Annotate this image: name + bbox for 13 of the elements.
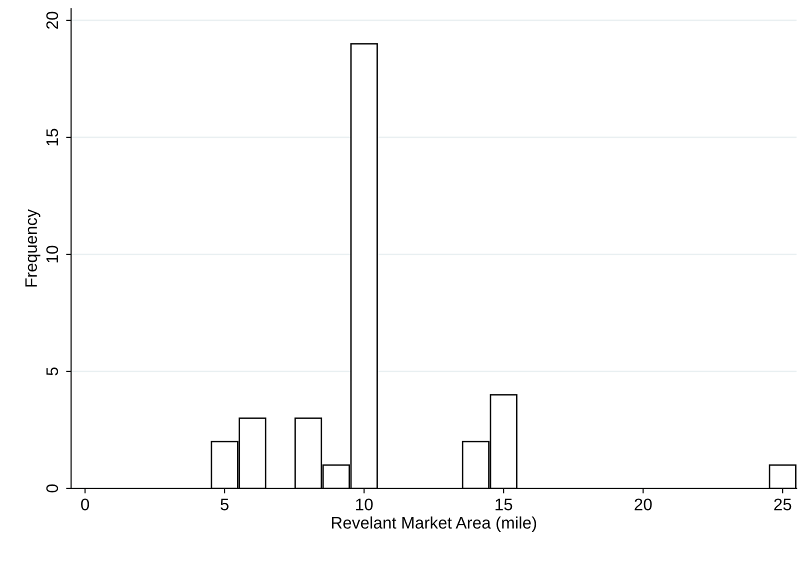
x-axis-title: Revelant Market Area (mile) [332,516,536,532]
y-tick-label: 20 [46,12,58,29]
x-tick-label: 10 [356,498,373,510]
y-tick-label: 0 [46,484,58,492]
y-tick-label: 15 [46,128,58,146]
x-tick-label: 20 [634,498,652,510]
x-tick-label: 0 [81,498,90,510]
x-tick-label: 15 [496,498,512,510]
y-axis-title: Frequency [25,209,40,287]
x-tick-label: 5 [220,498,229,510]
x-tick-label: 25 [774,498,792,510]
y-tick-label: 10 [46,246,58,262]
y-tick-label: 5 [46,367,58,376]
